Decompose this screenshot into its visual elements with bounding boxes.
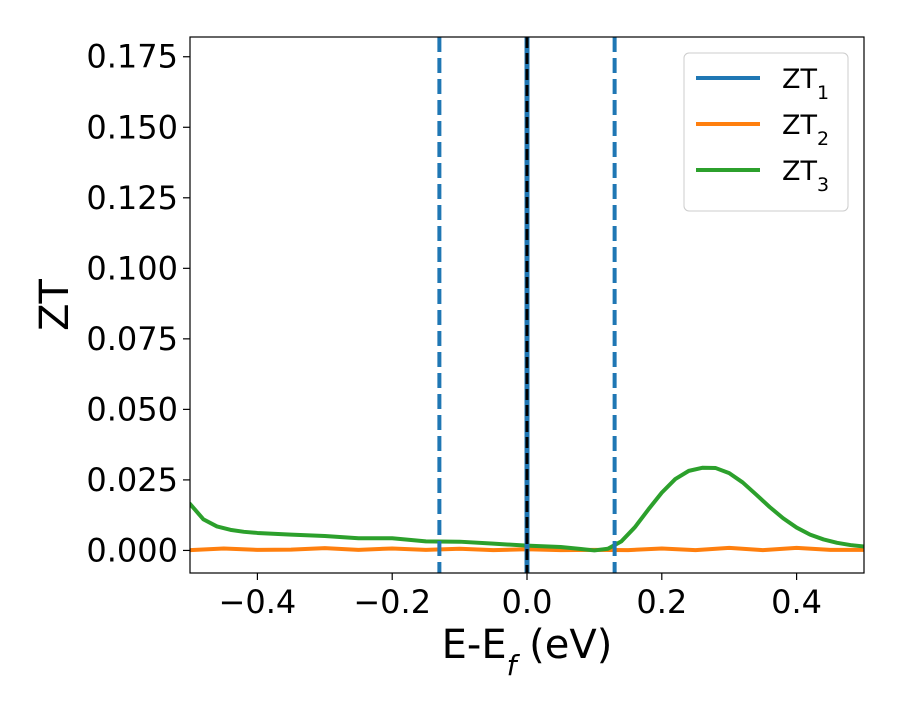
legend-label: ZT1	[782, 64, 829, 104]
y-tick-label: 0.050	[86, 390, 178, 428]
x-tick-label: 0.0	[502, 583, 553, 621]
plot-area	[190, 37, 864, 573]
y-tick-label: 0.025	[86, 461, 178, 499]
x-tick-label: −0.2	[353, 583, 431, 621]
series-line-3	[190, 465, 864, 553]
legend: ZT1 ZT2 ZT3	[683, 52, 849, 212]
y-tick-label: 0.150	[86, 108, 178, 146]
y-tick-label: 0.175	[86, 38, 178, 76]
y-tick-label: 0.000	[86, 531, 178, 569]
x-axis-title: E-Ef (eV)	[442, 622, 613, 682]
legend-label: ZT3	[782, 156, 829, 196]
x-tick-label: −0.4	[219, 583, 297, 621]
y-axis-title: ZT	[32, 279, 78, 331]
y-tick-label: 0.100	[86, 249, 178, 287]
x-tick-label: 0.4	[771, 583, 822, 621]
x-axis: −0.4 −0.2 0.0 0.2 0.4	[219, 573, 822, 621]
y-tick-label: 0.075	[86, 320, 178, 358]
x-tick-label: 0.2	[636, 583, 687, 621]
legend-label: ZT2	[782, 110, 829, 150]
y-axis: 0.000 0.025 0.050 0.075 0.100 0.125 0.150 0.175	[86, 38, 190, 569]
y-tick-label: 0.125	[86, 179, 178, 217]
